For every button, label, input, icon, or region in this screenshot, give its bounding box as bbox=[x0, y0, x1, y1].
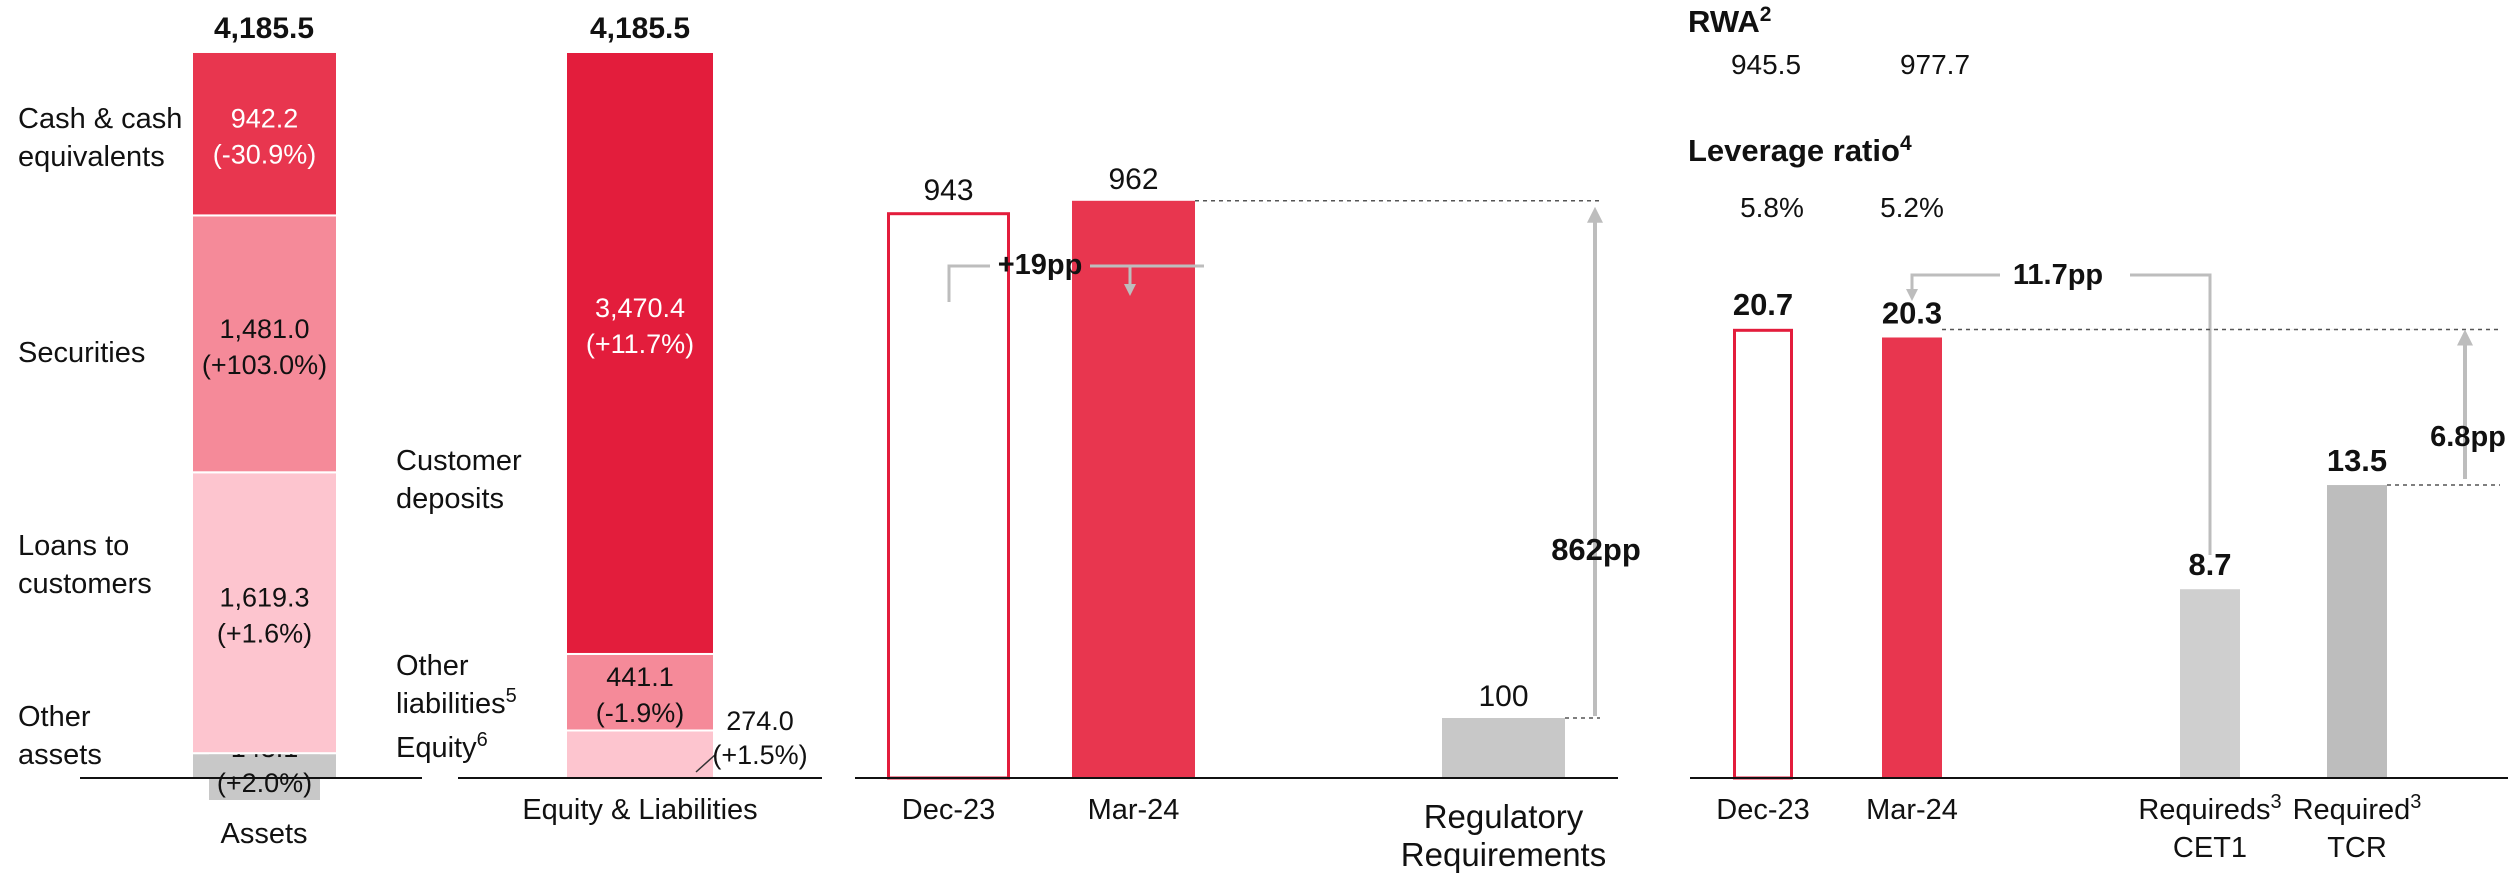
bar-dec-23 bbox=[887, 212, 1010, 780]
change-label-cash-equivalents: (-30.9%) bbox=[213, 140, 317, 170]
bracket-line-19pp bbox=[947, 264, 990, 302]
bar-required-tcr bbox=[2327, 485, 2387, 778]
metric-title-rwa: RWA2 bbox=[1688, 3, 1771, 40]
annotation-6-8pp: 6.8pp bbox=[2430, 421, 2506, 453]
metric-value-rwa-dec-23: 945.5 bbox=[1731, 49, 1801, 80]
value-label-required-tcr: 13.5 bbox=[2327, 443, 2387, 478]
category-label-customer-deposits: deposits bbox=[396, 483, 504, 515]
metric-title-leverage-ratio: Leverage ratio4 bbox=[1688, 132, 1912, 169]
x-label-required-tcr: TCR bbox=[2327, 832, 2387, 864]
change-label-loans-to-customers: (+1.6%) bbox=[217, 619, 312, 649]
value-label-other-liabilities: 441.1 bbox=[606, 662, 674, 692]
segment-securities bbox=[191, 214, 338, 474]
metric-value-rwa-mar-24: 977.7 bbox=[1900, 49, 1970, 80]
bar-regulatory-requirements bbox=[1442, 718, 1565, 778]
x-label-mar-24: Mar-24 bbox=[1866, 794, 1958, 826]
value-label-dec-23: 20.7 bbox=[1733, 287, 1793, 322]
x-label-required-cet1: CET1 bbox=[2173, 832, 2247, 864]
segment-other-liabilities bbox=[565, 652, 715, 732]
x-label-required-cet1: Requireds3 bbox=[2138, 791, 2281, 826]
value-label-dec-23: 943 bbox=[923, 174, 973, 207]
metric-value-leverage-dec-23: 5.8% bbox=[1740, 192, 1804, 223]
value-label-mar-24: 962 bbox=[1108, 163, 1158, 196]
change-label-other-liabilities: (-1.9%) bbox=[596, 698, 685, 728]
change-label-other-assets: (+2.0%) bbox=[217, 768, 312, 798]
value-label-regulatory-requirements: 100 bbox=[1478, 680, 1528, 713]
bracket-line-11-7pp bbox=[2130, 273, 2212, 555]
value-label-cash-equivalents: 942.2 bbox=[231, 104, 299, 134]
x-label-dec-23: Dec-23 bbox=[902, 794, 996, 826]
x-label-dec-23: Dec-23 bbox=[1716, 794, 1810, 826]
x-label-regulatory-requirements: Requirements bbox=[1401, 836, 1606, 873]
segment-loans-to-customers bbox=[191, 471, 338, 755]
category-label-other-assets: Other bbox=[18, 701, 91, 733]
category-label-other-liabilities: liabilities5 bbox=[396, 685, 517, 720]
category-label-loans-to-customers: Loans to bbox=[18, 530, 129, 562]
value-label-equity: 274.0 bbox=[726, 706, 794, 736]
segment-equity bbox=[565, 729, 715, 780]
category-label-cash-equivalents: Cash & cash bbox=[18, 103, 182, 135]
value-label-securities: 1,481.0 bbox=[219, 314, 309, 344]
category-label-equity: Equity6 bbox=[396, 729, 488, 764]
bar-required-cet1 bbox=[2180, 589, 2240, 778]
value-label-loans-to-customers: 1,619.3 bbox=[219, 583, 309, 613]
change-label-securities: (+103.0%) bbox=[202, 350, 327, 380]
bar-mar-24 bbox=[1072, 200, 1195, 779]
category-label-securities: Securities bbox=[18, 337, 145, 369]
x-label-equity-liabilities: Equity & Liabilities bbox=[522, 794, 757, 826]
change-label-equity: (+1.5%) bbox=[712, 740, 807, 770]
x-label-mar-24: Mar-24 bbox=[1088, 794, 1180, 826]
bar-mar-24 bbox=[1882, 337, 1942, 778]
bar-dec-23 bbox=[1733, 328, 1793, 780]
equity-leader-line bbox=[695, 753, 717, 773]
category-label-cash-equivalents: equivalents bbox=[18, 141, 165, 173]
annotation-11-7pp: 11.7pp bbox=[2013, 259, 2103, 291]
segment-cash-equivalents bbox=[191, 50, 338, 217]
annotation-19pp: +19pp bbox=[998, 249, 1083, 281]
total-label-assets: 4,185.5 bbox=[214, 12, 314, 45]
metric-value-leverage-mar-24: 5.2% bbox=[1880, 192, 1944, 223]
category-label-customer-deposits: Customer bbox=[396, 445, 522, 477]
annotation-862pp: 862pp bbox=[1551, 532, 1641, 567]
x-label-required-tcr: Required3 bbox=[2293, 791, 2422, 826]
value-label-customer-deposits: 3,470.4 bbox=[595, 293, 685, 323]
category-label-other-liabilities: Other bbox=[396, 650, 469, 682]
category-label-loans-to-customers: customers bbox=[18, 568, 152, 600]
lcr-chart: 943 962 100 Dec-23 Mar-24 RegulatoryRequireme… bbox=[855, 163, 1641, 873]
change-label-customer-deposits: (+11.7%) bbox=[586, 329, 694, 359]
segment-customer-deposits bbox=[565, 51, 715, 655]
total-label-equity-liabilities: 4,185.5 bbox=[590, 12, 690, 45]
category-label-other-assets: assets bbox=[18, 739, 102, 771]
bracket-arrow-11-7pp bbox=[1906, 273, 2000, 301]
x-label-regulatory-requirements: Regulatory bbox=[1424, 798, 1584, 835]
x-label-assets: Assets bbox=[220, 818, 307, 850]
value-label-mar-24: 20.3 bbox=[1882, 295, 1942, 330]
balance-sheet-chart: 143.1(+2.0%)Otherassets1,619.3(+1.6%)Loa… bbox=[18, 12, 822, 850]
